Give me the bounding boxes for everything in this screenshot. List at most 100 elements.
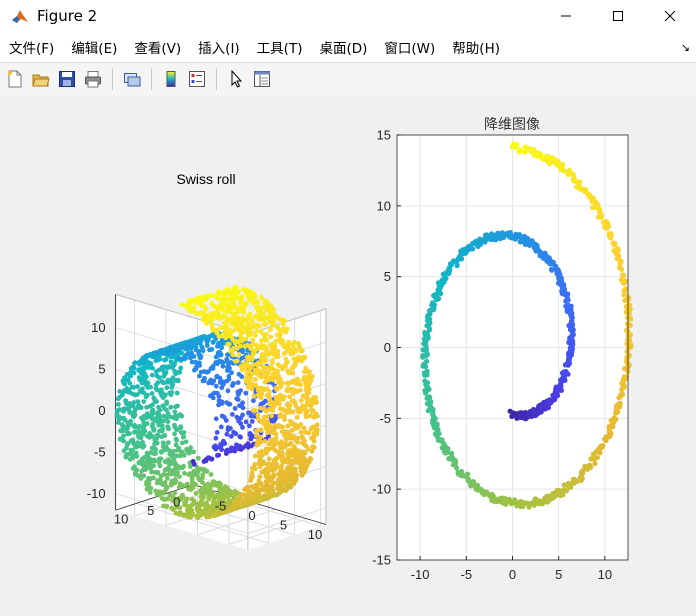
embedding-point xyxy=(613,408,619,414)
swiss-roll-point xyxy=(251,398,256,404)
swiss-roll-point xyxy=(268,342,274,348)
swiss-roll-point xyxy=(291,356,297,362)
axes-3d-gridline xyxy=(136,502,269,544)
swiss-roll-title: Swiss roll xyxy=(176,171,235,187)
menu-tools[interactable]: 工具(T) xyxy=(256,41,303,57)
menu-view[interactable]: 查看(V) xyxy=(134,41,182,57)
swiss-roll-point xyxy=(252,453,258,459)
swiss-roll-point xyxy=(213,416,219,422)
x-tick-label: 5 xyxy=(555,567,562,582)
embedding-point xyxy=(435,280,441,286)
toolbar-separator xyxy=(112,68,113,90)
x-tick-label: 0 xyxy=(248,508,255,523)
swiss-roll-point xyxy=(215,453,220,458)
axes-3d-gridline xyxy=(228,518,308,545)
embedding-point xyxy=(440,271,446,277)
swiss-roll-point xyxy=(152,469,158,475)
y-tick-label: 5 xyxy=(147,503,154,518)
new-figure-button[interactable] xyxy=(4,68,26,90)
swiss-roll-point xyxy=(289,398,295,404)
swiss-roll-point xyxy=(149,445,155,451)
swiss-roll-point xyxy=(223,448,229,454)
swiss-roll-point xyxy=(225,427,231,433)
swiss-roll-point xyxy=(284,436,289,442)
swiss-roll-point xyxy=(251,393,257,399)
swiss-roll-point xyxy=(156,459,162,465)
swiss-roll-point xyxy=(166,461,172,467)
embedding-point xyxy=(454,465,460,471)
swiss-roll-point xyxy=(246,410,251,416)
y-tick-label: -10 xyxy=(372,482,391,497)
swiss-roll-point xyxy=(215,343,220,349)
swiss-roll-point xyxy=(217,444,223,450)
close-button[interactable] xyxy=(644,0,696,32)
swiss-roll-point xyxy=(218,424,224,430)
toolbar xyxy=(0,62,696,96)
swiss-roll-point xyxy=(167,451,173,457)
swiss-roll-point xyxy=(285,451,290,457)
swiss-roll-point xyxy=(246,423,252,429)
swiss-roll-point xyxy=(193,347,199,353)
swiss-roll-point xyxy=(162,459,168,465)
swiss-roll-point xyxy=(131,400,137,405)
swiss-roll-point xyxy=(249,419,255,424)
swiss-roll-point xyxy=(182,502,188,508)
swiss-roll-point xyxy=(176,484,182,490)
menu-edit[interactable]: 编辑(E) xyxy=(71,41,118,57)
menu-file[interactable]: 文件(F) xyxy=(9,41,55,57)
embedding-point xyxy=(568,352,575,358)
swiss-roll-point xyxy=(146,476,151,481)
swiss-roll-point xyxy=(115,420,121,425)
swiss-roll-point xyxy=(133,450,139,456)
print-button[interactable] xyxy=(82,68,104,90)
y-tick-label: 0 xyxy=(384,340,391,355)
swiss-roll-axes: Swiss roll -10 -5 0 5 10 -5 0 5 10 0 5 10 xyxy=(87,171,327,551)
embedding-point xyxy=(625,322,632,328)
swiss-roll-point xyxy=(214,330,220,336)
swiss-roll-point xyxy=(298,465,303,471)
minimize-button[interactable] xyxy=(540,0,592,32)
swiss-roll-point xyxy=(245,384,251,390)
swiss-roll-point xyxy=(217,487,222,493)
swiss-roll-point xyxy=(276,337,282,343)
menu-desktop[interactable]: 桌面(D) xyxy=(319,41,368,57)
swiss-roll-point xyxy=(253,382,259,388)
embedding-point xyxy=(449,450,455,456)
swiss-roll-point xyxy=(168,359,174,365)
swiss-roll-point xyxy=(213,383,219,389)
menu-help[interactable]: 帮助(H) xyxy=(452,41,500,57)
menu-window[interactable]: 窗口(W) xyxy=(384,41,436,57)
swiss-roll-point xyxy=(258,329,264,335)
swiss-roll-point xyxy=(254,442,260,448)
swiss-roll-point xyxy=(206,496,212,502)
embedding-point xyxy=(590,205,596,211)
swiss-roll-point xyxy=(128,438,134,444)
swiss-roll-point xyxy=(258,395,264,401)
save-button[interactable] xyxy=(56,68,78,90)
embedding-point xyxy=(553,492,559,498)
y-tick-label: 10 xyxy=(114,511,128,526)
embedding-point xyxy=(549,267,555,273)
property-inspector-button[interactable] xyxy=(251,68,273,90)
swiss-roll-point xyxy=(245,332,251,338)
swiss-roll-point xyxy=(301,369,307,375)
swiss-roll-point xyxy=(244,354,250,360)
swiss-roll-point xyxy=(254,304,259,310)
colorbar-button[interactable] xyxy=(160,68,182,90)
swiss-roll-points xyxy=(114,284,320,521)
swiss-roll-point xyxy=(238,300,244,306)
swiss-roll-point xyxy=(311,431,317,437)
open-file-button[interactable] xyxy=(30,68,52,90)
pointer-button[interactable] xyxy=(225,68,247,90)
swiss-roll-point xyxy=(184,481,190,487)
dock-arrow-icon[interactable]: ↘ xyxy=(680,41,690,54)
swiss-roll-point xyxy=(261,414,267,420)
maximize-button[interactable] xyxy=(592,0,644,32)
embedding-point xyxy=(611,415,617,421)
legend-button[interactable] xyxy=(186,68,208,90)
embedding-point xyxy=(618,277,625,283)
embedding-point xyxy=(420,347,426,353)
swiss-roll-point xyxy=(262,438,268,444)
link-button[interactable] xyxy=(121,68,143,90)
menu-insert[interactable]: 插入(I) xyxy=(198,41,240,57)
